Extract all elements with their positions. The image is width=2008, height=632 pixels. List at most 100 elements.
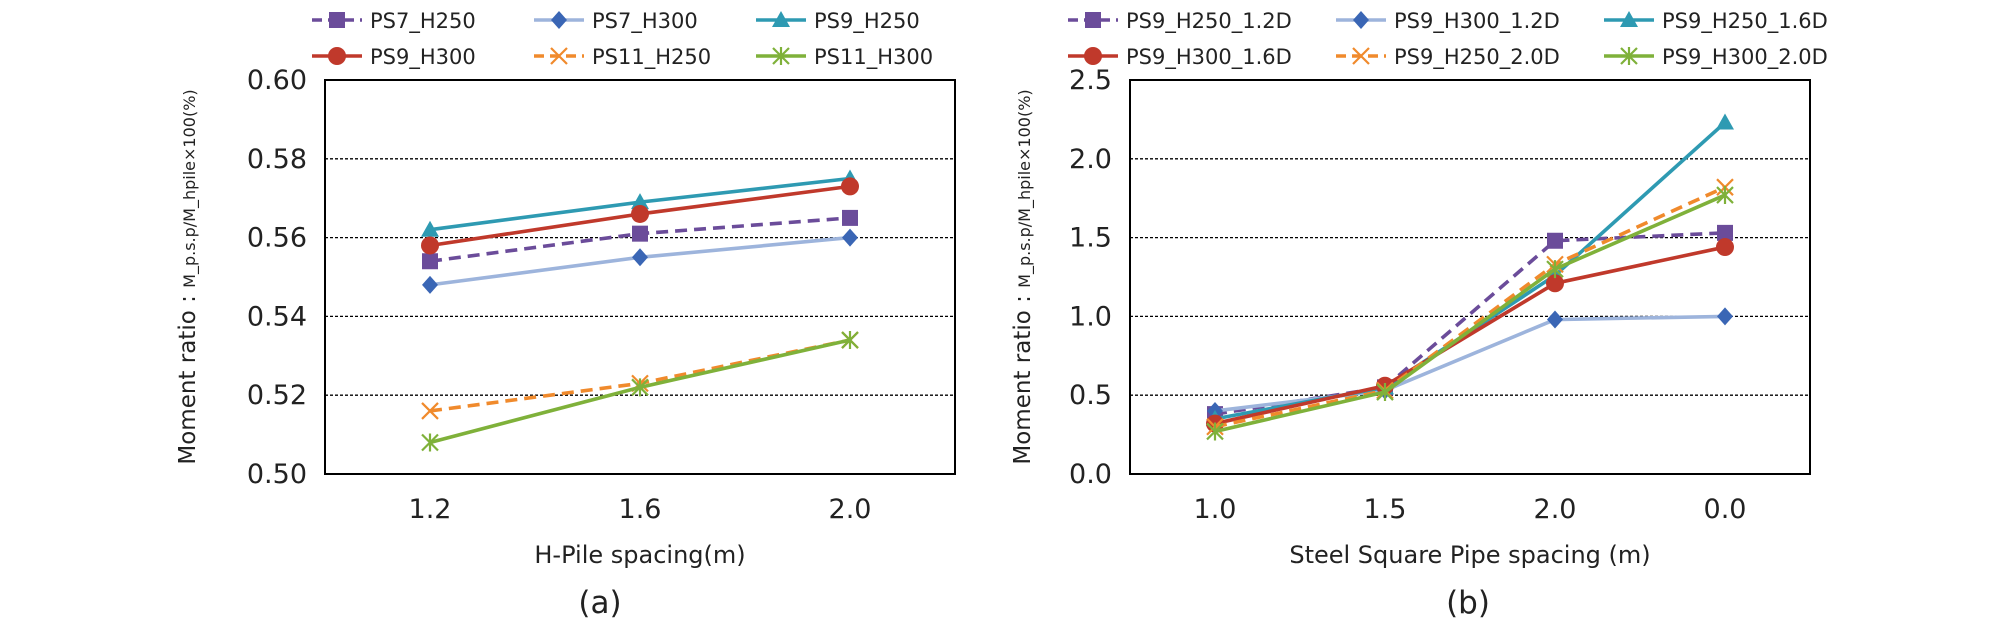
y-axis-title-main-a: Moment ratio : — [175, 288, 201, 465]
chart-a: PS7_H250 PS7_H300 PS9_H250 PS9_H300 PS11_H25… — [175, 9, 956, 621]
legend-item: PS9_H300_2.0D — [1604, 45, 1828, 70]
legend-label: PS9_H300_1.2D — [1394, 9, 1560, 34]
chart-b: PS9_H250_1.2D PS9_H300_1.2D PS9_H250_1.6D P… — [1010, 9, 1828, 621]
y-axis-title-b: Moment ratio : M_p.s.p/M_hpile×100(%) — [1010, 89, 1036, 464]
legend-label: PS9_H250_2.0D — [1394, 45, 1560, 70]
series-line — [1214, 185, 1726, 429]
data-point — [842, 209, 858, 226]
legend-marker — [551, 11, 567, 29]
y-tick-label: 1.0 — [1069, 301, 1112, 332]
y-axis-title-sub-a: M_p.s.p/M_hpile×100(%) — [180, 89, 200, 287]
y-axis-title-a: Moment ratio : M_p.s.p/M_hpile×100(%) — [175, 89, 201, 464]
caption-a: (a) — [578, 585, 621, 621]
legend-label: PS9_H300_1.6D — [1126, 45, 1292, 70]
y-tick-label: 2.0 — [1069, 144, 1112, 175]
y-tick-label: 0.0 — [1069, 459, 1112, 490]
data-point — [631, 378, 649, 397]
legend-marker — [1085, 12, 1101, 28]
y-tick-label: 0.56 — [247, 223, 307, 254]
legend-item: PS9_H250_1.6D — [1604, 9, 1828, 34]
data-point — [421, 220, 439, 237]
data-point — [422, 253, 438, 270]
y-ticks-a: 0.60 0.58 0.56 0.54 0.52 0.50 — [247, 65, 307, 490]
y-tick-label: 0.5 — [1069, 380, 1112, 411]
series-ps9-h300-2-0d — [1206, 186, 1734, 441]
legend-label: PS9_H250_1.2D — [1126, 9, 1292, 34]
plot-area-a — [324, 79, 956, 475]
legend-item: PS9_H300 — [312, 45, 476, 70]
legend-item: PS11_H300 — [756, 45, 933, 70]
legend-item: PS7_H300 — [534, 9, 698, 34]
series-line — [1214, 245, 1726, 426]
data-point — [841, 331, 859, 350]
x-tick-label: 0.0 — [1704, 494, 1747, 525]
series-ps7-h300 — [422, 228, 858, 294]
y-tick-label: 0.50 — [247, 459, 307, 490]
data-point — [1717, 224, 1733, 241]
legend-label: PS9_H250 — [814, 9, 920, 34]
legend-item: PS9_H250_1.2D — [1068, 9, 1292, 34]
y-tick-label: 2.5 — [1069, 65, 1112, 96]
legend-item: PS7_H250 — [312, 9, 476, 34]
data-point — [631, 193, 649, 210]
y-tick-label: 0.54 — [247, 301, 307, 332]
data-point — [842, 228, 858, 247]
x-tick-label: 2.0 — [829, 494, 872, 525]
y-tick-label: 0.52 — [247, 380, 307, 411]
series-ps9-h300 — [421, 177, 859, 255]
legend-label: PS9_H300_2.0D — [1662, 45, 1828, 70]
data-point — [1716, 186, 1734, 205]
x-tick-label: 2.0 — [1534, 494, 1577, 525]
series-ps7-h250 — [422, 209, 858, 270]
legend-marker — [1353, 11, 1369, 29]
series-ps11-h300 — [421, 331, 859, 452]
legend-marker — [1620, 11, 1638, 27]
data-point — [1546, 260, 1564, 279]
series-line — [1214, 193, 1726, 434]
data-point — [1206, 422, 1224, 441]
data-point — [421, 236, 439, 255]
data-point — [1546, 274, 1564, 293]
legend-marker — [772, 11, 790, 27]
series-a — [421, 169, 859, 452]
y-ticks-b: 2.5 2.0 1.5 1.0 0.5 0.0 — [1069, 65, 1112, 490]
legend-marker — [1352, 47, 1370, 65]
legend-marker — [1620, 47, 1638, 65]
legend-marker — [550, 47, 568, 65]
data-point — [631, 204, 649, 223]
x-tick-label: 1.6 — [619, 494, 662, 525]
legend-marker — [772, 47, 790, 65]
series-line — [1214, 314, 1726, 413]
data-point — [632, 225, 648, 242]
series-b — [1206, 113, 1734, 441]
legend-label: PS11_H250 — [592, 45, 711, 70]
x-tick-label: 1.2 — [409, 494, 452, 525]
legend-label: PS9_H300 — [370, 45, 476, 70]
data-point — [1547, 310, 1563, 329]
legend-item: PS11_H250 — [534, 45, 711, 70]
data-point — [632, 248, 648, 267]
legend-marker — [328, 47, 346, 65]
legend-item: PS9_H300_1.2D — [1336, 9, 1560, 34]
legend-b: PS9_H250_1.2D PS9_H300_1.2D PS9_H250_1.6D P… — [1068, 9, 1828, 70]
legend-item: PS9_H250_2.0D — [1336, 45, 1560, 70]
data-point — [1717, 307, 1733, 326]
data-point — [1716, 113, 1734, 130]
data-point — [1547, 232, 1563, 249]
legend-label: PS9_H250_1.6D — [1662, 9, 1828, 34]
y-tick-label: 0.60 — [247, 65, 307, 96]
data-point — [421, 433, 439, 452]
data-point — [1376, 383, 1394, 402]
x-axis-title-a: H-Pile spacing(m) — [534, 541, 745, 569]
data-point — [422, 275, 438, 294]
legend-item: PS9_H250 — [756, 9, 920, 34]
data-point — [421, 402, 439, 420]
x-tick-label: 1.5 — [1364, 494, 1407, 525]
legend-marker — [329, 12, 345, 28]
y-tick-label: 0.58 — [247, 144, 307, 175]
legend-label: PS7_H300 — [592, 9, 698, 34]
y-tick-label: 1.5 — [1069, 223, 1112, 254]
x-ticks-b: 1.0 1.5 2.0 0.0 — [1194, 494, 1747, 525]
data-point — [1716, 238, 1734, 257]
